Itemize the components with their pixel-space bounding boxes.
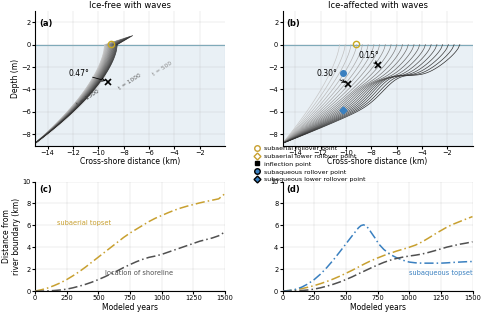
Text: t = 1000: t = 1000: [118, 72, 142, 90]
Text: subaqueous topset: subaqueous topset: [409, 270, 473, 276]
Bar: [35, 44, 225, 146]
Legend: subaerial rollover point, subaerial lower rollover point, inflection point, suba: subaerial rollover point, subaerial lowe…: [253, 146, 365, 182]
Text: t = 500: t = 500: [152, 61, 173, 77]
Text: 0.30°: 0.30°: [316, 69, 345, 82]
Text: location of shoreline: location of shoreline: [104, 270, 173, 276]
Y-axis label: Distance from
river boundary (km): Distance from river boundary (km): [2, 198, 21, 275]
Text: 0.15°: 0.15°: [358, 51, 379, 64]
Text: 0.47°: 0.47°: [69, 69, 105, 81]
Text: subaerial topset: subaerial topset: [56, 220, 110, 226]
Text: (a): (a): [39, 19, 52, 28]
Text: (c): (c): [39, 186, 52, 194]
Title: Ice-affected with waves: Ice-affected with waves: [328, 1, 428, 10]
Y-axis label: Depth (m): Depth (m): [10, 59, 20, 98]
Text: (d): (d): [286, 186, 300, 194]
Title: Ice-free with waves: Ice-free with waves: [89, 1, 171, 10]
X-axis label: Modeled years: Modeled years: [350, 303, 406, 312]
Text: (b): (b): [286, 19, 300, 28]
X-axis label: Cross-shore distance (km): Cross-shore distance (km): [80, 157, 180, 166]
Text: t = 1500: t = 1500: [76, 89, 100, 107]
Bar: [282, 44, 472, 146]
X-axis label: Cross-shore distance (km): Cross-shore distance (km): [328, 157, 428, 166]
X-axis label: Modeled years: Modeled years: [102, 303, 158, 312]
